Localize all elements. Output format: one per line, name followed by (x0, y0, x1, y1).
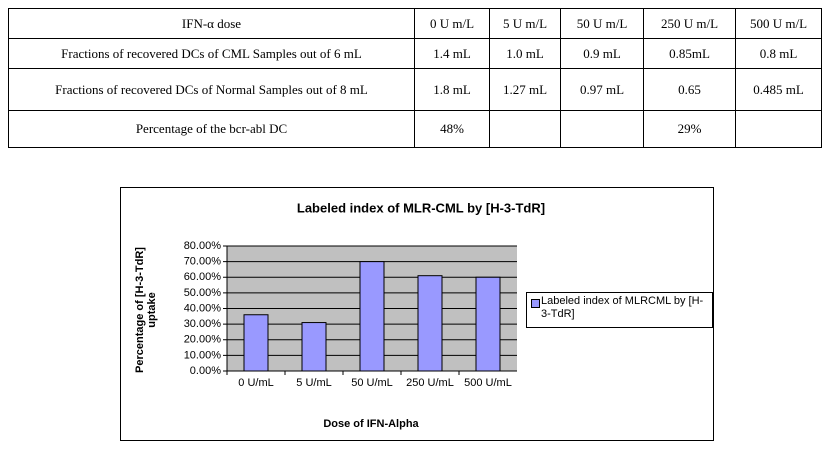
table-cell: 1.8 mL (414, 68, 490, 111)
table-cell: 0.8 mL (735, 38, 822, 69)
table-cell: 1.0 mL (489, 38, 561, 69)
x-tick-label: 500 U/mL (464, 377, 512, 389)
table-cell (560, 110, 644, 148)
x-tick-label: 50 U/mL (351, 377, 393, 389)
y-tick-label: 0.00% (190, 365, 221, 377)
y-tick-label: 50.00% (184, 287, 222, 299)
chart-title: Labeled index of MLR-CML by [H-3-TdR] (297, 200, 545, 215)
x-tick-label: 5 U/mL (296, 377, 332, 389)
x-axis-label: Dose of IFN-Alpha (323, 418, 419, 430)
y-tick-label: 40.00% (184, 302, 222, 314)
chart-svg: Labeled index of MLR-CML by [H-3-TdR] 0.… (184, 200, 545, 377)
data-table: IFN-α dose 0 U m/L 5 U m/L 50 U m/L 250 U m/… (8, 8, 822, 148)
row-label: Fractions of recovered DCs of Normal Sam… (8, 68, 415, 111)
y-tick-label: 70.00% (184, 256, 222, 268)
table-cell: 500 U m/L (735, 8, 822, 39)
table-row: IFN-α dose 0 U m/L 5 U m/L 50 U m/L 250 U m/… (8, 8, 822, 39)
table-cell (735, 110, 822, 148)
table-cell (489, 110, 561, 148)
table-cell: 0.9 mL (560, 38, 644, 69)
row-label: Percentage of the bcr-abl DC (8, 110, 415, 148)
y-tick-label: 60.00% (184, 271, 222, 283)
y-tick-label: 20.00% (184, 334, 222, 346)
table-cell: 0 U m/L (414, 8, 490, 39)
table-cell: 1.27 mL (489, 68, 561, 111)
table-cell: 5 U m/L (489, 8, 561, 39)
table-row: Fractions of recovered DCs of Normal Sam… (8, 68, 822, 111)
table-cell: 29% (643, 110, 736, 148)
table-cell: 0.485 mL (735, 68, 822, 111)
table-cell: 0.97 mL (560, 68, 644, 111)
x-tick-label: 250 U/mL (406, 377, 454, 389)
legend-swatch (531, 299, 540, 308)
y-axis-label: Percentage of [H-3-TdR] uptake (134, 247, 158, 373)
table-cell: 0.65 (643, 68, 736, 111)
legend-label: Labeled index of MLRCML by [H-3-TdR] (541, 295, 704, 320)
y-tick-label: 10.00% (184, 349, 222, 361)
table-cell: 50 U m/L (560, 8, 644, 39)
chart: Labeled index of MLR-CML by [H-3-TdR] 0.… (120, 187, 714, 441)
legend: Labeled index of MLRCML by [H-3-TdR] (526, 292, 713, 328)
x-tick-label: 0 U/mL (238, 377, 274, 389)
table-cell: 0.85mL (643, 38, 736, 69)
table-cell: 48% (414, 110, 490, 148)
bar (417, 275, 443, 372)
bar (301, 322, 327, 372)
table-row: Fractions of recovered DCs of CML Sample… (8, 38, 822, 69)
table-cell: 250 U m/L (643, 8, 736, 39)
y-tick-label: 80.00% (184, 240, 222, 252)
bar (243, 314, 269, 372)
row-label: Fractions of recovered DCs of CML Sample… (8, 38, 415, 69)
table-row: Percentage of the bcr-abl DC 48% 29% (8, 110, 822, 148)
bar (359, 261, 385, 372)
table-cell: 1.4 mL (414, 38, 490, 69)
bar (475, 276, 501, 372)
y-tick-label: 30.00% (184, 318, 222, 330)
row-label: IFN-α dose (8, 8, 415, 39)
